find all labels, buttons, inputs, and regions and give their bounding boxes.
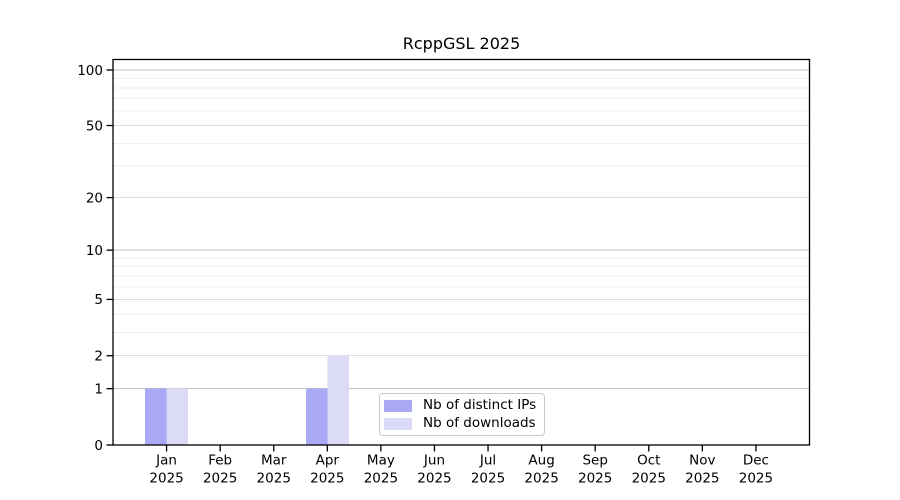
x-tick-label-month: Jul [479, 453, 496, 469]
x-tick-label-year: 2025 [417, 471, 451, 487]
legend-swatch-downloads [384, 417, 412, 430]
y-tick-label: 50 [86, 118, 103, 134]
x-tick-label-year: 2025 [739, 471, 773, 487]
y-tick-label: 20 [86, 190, 103, 206]
legend-item-downloads: Nb of downloads [384, 415, 544, 431]
x-tick-label-month: Sep [582, 453, 607, 469]
legend-label-downloads: Nb of downloads [423, 415, 536, 431]
y-tick-label: 10 [86, 243, 103, 259]
legend-item-distinct-ips: Nb of distinct IPs [384, 397, 544, 413]
x-tick-label-month: Mar [261, 453, 287, 469]
x-tick-label-year: 2025 [578, 471, 612, 487]
y-tick-label: 100 [77, 63, 103, 79]
x-tick-label-year: 2025 [632, 471, 666, 487]
y-tick-label: 1 [94, 381, 103, 397]
bar-downloads-jan [166, 388, 189, 445]
x-tick-label-month: Nov [689, 453, 715, 469]
x-tick-label-year: 2025 [203, 471, 237, 487]
x-tick-label-year: 2025 [310, 471, 344, 487]
x-tick-label-year: 2025 [685, 471, 719, 487]
x-tick-label-month: May [367, 453, 395, 469]
legend: Nb of distinct IPs Nb of downloads [379, 393, 545, 436]
x-tick-label-month: Dec [743, 453, 769, 469]
chart-title: RcppGSL 2025 [402, 34, 521, 53]
bar-distinct-ips-apr [305, 388, 328, 445]
x-tick-label-year: 2025 [524, 471, 558, 487]
y-tick-label: 5 [94, 292, 103, 308]
x-tick-label-month: Jun [423, 453, 445, 469]
legend-swatch-distinct-ips [384, 399, 412, 412]
x-tick-label-month: Aug [528, 453, 554, 469]
bar-downloads-apr [327, 355, 349, 445]
x-tick-label-month: Jan [155, 453, 177, 469]
x-tick-label-year: 2025 [149, 471, 183, 487]
x-tick-label-month: Oct [637, 453, 660, 469]
y-tick-label: 2 [94, 349, 103, 365]
x-tick-label-year: 2025 [257, 471, 291, 487]
x-tick-label-month: Apr [316, 453, 340, 469]
y-tick-label: 0 [94, 438, 103, 454]
x-tick-label-month: Feb [208, 453, 232, 469]
bar-distinct-ips-jan [145, 388, 167, 445]
x-tick-label-year: 2025 [364, 471, 398, 487]
legend-label-distinct-ips: Nb of distinct IPs [423, 397, 537, 413]
plot-frame [112, 58, 811, 446]
x-tick-label-year: 2025 [471, 471, 505, 487]
